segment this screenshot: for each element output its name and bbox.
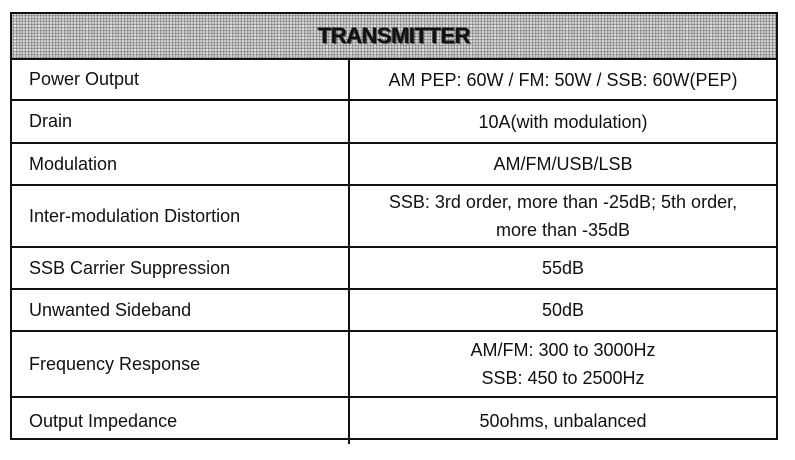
row-label: Unwanted Sideband [12,290,350,330]
table-row: Inter-modulation Distortion SSB: 3rd orde… [12,186,776,248]
table-header: TRANSMITTER [12,14,776,60]
table-title: TRANSMITTER [317,23,471,48]
row-value: SSB: 3rd order, more than -25dB; 5th ord… [350,186,776,246]
value-line: AM/FM/USB/LSB [493,154,633,174]
value-line: SSB: 450 to 2500Hz [481,368,645,388]
row-value: AM/FM/USB/LSB [350,144,776,184]
table-row: Unwanted Sideband 50dB [12,290,776,332]
table-row: Power Output AM PEP: 60W / FM: 50W / SSB:… [12,60,776,101]
row-value: AM/FM: 300 to 3000Hz SSB: 450 to 2500Hz [350,332,776,396]
row-label: Inter-modulation Distortion [12,186,350,246]
row-label: Drain [12,101,350,142]
row-value: 50dB [350,290,776,330]
value-line: SSB: 3rd order, more than -25dB; 5th ord… [388,192,738,240]
row-label: Modulation [12,144,350,184]
table-row: Drain 10A(with modulation) [12,101,776,144]
row-value: 10A(with modulation) [350,101,776,142]
value-line: 55dB [541,258,585,278]
row-value: 55dB [350,248,776,288]
table-row: SSB Carrier Suppression 55dB [12,248,776,290]
table-row: Frequency Response AM/FM: 300 to 3000Hz SS… [12,332,776,398]
value-line: 50dB [541,300,585,320]
table-row: Output Impedance 50ohms, unbalanced [12,398,776,444]
value-line: AM/FM: 300 to 3000Hz [470,340,656,360]
value-line: 50ohms, unbalanced [479,411,647,431]
spec-table: TRANSMITTER Power Output AM PEP: 60W / FM… [10,12,778,444]
row-value: 50ohms, unbalanced [350,398,776,444]
table-row: Modulation AM/FM/USB/LSB [12,144,776,186]
row-value: AM PEP: 60W / FM: 50W / SSB: 60W(PEP) [350,60,776,99]
row-label: Power Output [12,60,350,99]
row-label: Output Impedance [12,398,350,444]
value-line: AM PEP: 60W / FM: 50W / SSB: 60W(PEP) [388,69,738,90]
row-label: Frequency Response [12,332,350,396]
value-line: 10A(with modulation) [478,111,648,132]
row-label: SSB Carrier Suppression [12,248,350,288]
